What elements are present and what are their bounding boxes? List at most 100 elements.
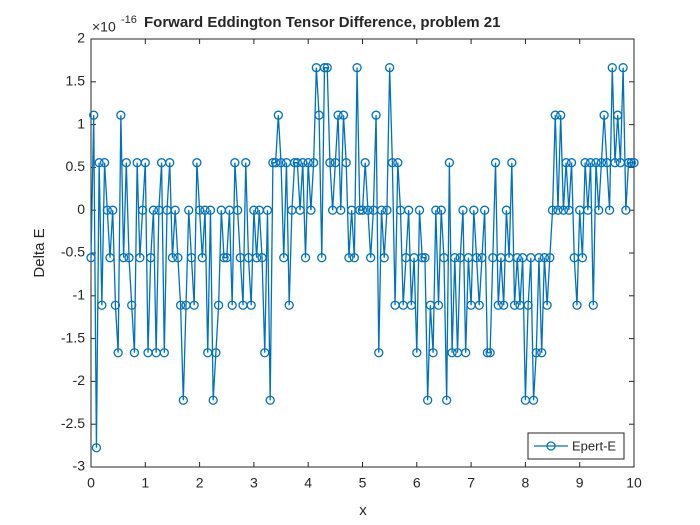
data-marker (629, 158, 639, 168)
data-marker (447, 348, 457, 358)
data-marker (197, 253, 207, 263)
data-marker (325, 158, 335, 168)
data-marker (192, 158, 202, 168)
data-marker (251, 253, 262, 263)
data-marker (292, 158, 302, 168)
data-marker (260, 348, 270, 358)
data-marker (118, 253, 129, 263)
data-marker (471, 253, 482, 263)
data-marker (387, 158, 398, 168)
data-marker (298, 158, 308, 168)
data-marker (262, 205, 273, 215)
data-marker (485, 348, 495, 358)
data-marker (116, 110, 126, 120)
data-marker (523, 300, 533, 310)
data-marker (86, 253, 96, 263)
data-marker (159, 348, 169, 358)
data-marker (406, 300, 417, 310)
data-marker (365, 253, 376, 263)
data-marker (230, 158, 240, 168)
y-tick-label: -1.5 (61, 329, 85, 345)
data-marker (490, 158, 501, 168)
data-marker (607, 63, 617, 73)
data-marker (591, 158, 601, 168)
x-tick-label: 10 (626, 475, 642, 491)
data-marker (417, 253, 427, 263)
data-marker (371, 110, 381, 120)
x-tick-label: 0 (87, 475, 95, 491)
data-marker (618, 63, 628, 73)
data-marker (433, 300, 444, 310)
data-marker (428, 348, 438, 358)
data-marker (137, 205, 148, 215)
data-marker (257, 253, 267, 263)
data-marker (303, 158, 313, 168)
data-marker (349, 253, 360, 263)
data-marker (167, 253, 178, 263)
data-marker (556, 110, 566, 120)
y-tick-label: -1 (73, 287, 86, 303)
data-marker (420, 253, 430, 263)
data-marker (564, 205, 574, 215)
data-marker (276, 158, 286, 168)
data-marker (509, 300, 520, 310)
data-marker (539, 253, 550, 263)
data-marker (178, 395, 188, 405)
data-marker (246, 300, 256, 310)
data-marker (175, 300, 186, 310)
data-marker (108, 205, 118, 215)
data-marker (319, 63, 330, 73)
data-marker (439, 253, 449, 263)
data-marker (91, 443, 102, 453)
data-marker (205, 205, 216, 215)
data-marker (436, 205, 446, 215)
data-marker (148, 205, 159, 215)
data-marker (458, 205, 468, 215)
data-marker (140, 158, 150, 168)
data-marker (314, 110, 324, 120)
data-marker (273, 110, 283, 120)
y-scale-base: ×10 (92, 19, 116, 35)
data-marker (249, 205, 259, 215)
data-marker (194, 205, 205, 215)
data-marker (97, 300, 107, 310)
data-marker (189, 300, 199, 310)
data-marker (542, 300, 552, 310)
data-marker (222, 253, 232, 263)
x-tick-label: 7 (467, 475, 475, 491)
data-marker (360, 158, 370, 168)
data-marker (94, 158, 104, 168)
x-tick-label: 5 (359, 475, 367, 491)
data-marker (594, 205, 604, 215)
data-marker (499, 300, 509, 310)
data-marker (412, 348, 422, 358)
x-tick-label: 9 (576, 475, 584, 491)
data-marker (477, 253, 487, 263)
data-marker (270, 158, 281, 168)
data-marker (352, 63, 362, 73)
data-marker (423, 395, 433, 405)
data-marker (580, 158, 590, 168)
data-marker (110, 300, 121, 310)
data-marker (393, 158, 403, 168)
x-axis-label: x (359, 502, 367, 519)
data-marker (306, 205, 316, 215)
data-marker (279, 253, 289, 263)
data-marker (379, 253, 389, 263)
data-marker (414, 205, 425, 215)
data-marker (374, 348, 384, 358)
data-marker (534, 253, 544, 263)
data-marker (501, 205, 512, 215)
data-marker (583, 205, 593, 215)
data-marker (382, 205, 392, 215)
data-marker (613, 110, 623, 120)
data-marker (474, 300, 484, 310)
data-marker (566, 158, 577, 168)
data-marker (480, 205, 490, 215)
data-marker (341, 158, 351, 168)
y-tick-label: -3 (73, 458, 86, 474)
data-marker (512, 253, 522, 263)
data-marker (344, 253, 354, 263)
data-marker (547, 205, 558, 215)
data-marker (577, 253, 588, 263)
